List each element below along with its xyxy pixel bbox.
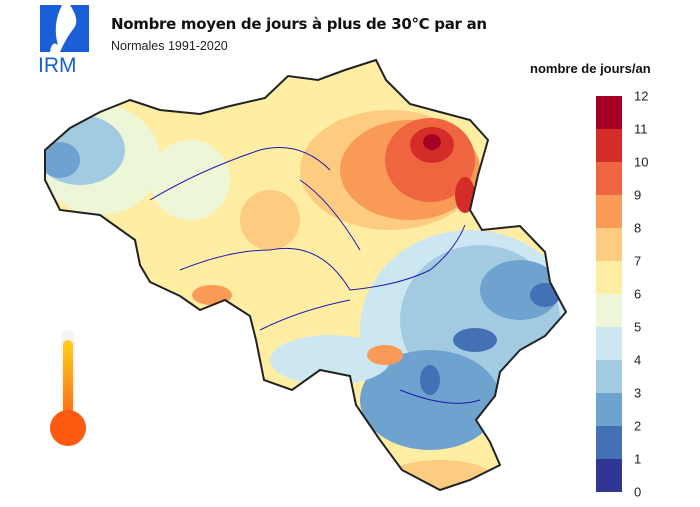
legend-tick-label: 5 [634, 319, 642, 335]
thermometer-icon [50, 330, 86, 446]
legend-tick-label: 4 [634, 352, 642, 368]
legend-band [596, 261, 622, 294]
legend-tick-label: 8 [634, 220, 642, 236]
legend-tick-label: 9 [634, 187, 642, 203]
legend-band [596, 129, 622, 162]
legend-band [596, 162, 622, 195]
irm-logo: IRM [38, 5, 89, 77]
legend-tick-label: 10 [634, 154, 649, 170]
legend-tick-label: 6 [634, 286, 642, 302]
map-subtitle: Normales 1991-2020 [111, 39, 228, 53]
legend-tick-label: 3 [634, 385, 642, 401]
legend-band [596, 393, 622, 426]
legend-tick-label: 12 [634, 88, 649, 104]
legend-tick-label: 2 [634, 418, 642, 434]
legend-band [596, 459, 622, 492]
legend-tick-label: 1 [634, 451, 642, 467]
legend-band [596, 195, 622, 228]
legend-band [596, 327, 622, 360]
legend-band [596, 360, 622, 393]
legend-band [596, 294, 622, 327]
svg-text:IRM: IRM [38, 54, 77, 77]
map-title: Nombre moyen de jours à plus de 30°C par… [111, 15, 487, 33]
legend-title: nombre de jours/an [530, 61, 651, 76]
belgium-border [44, 59, 567, 491]
legend-tick-label: 0 [634, 484, 642, 500]
legend-band [596, 426, 622, 459]
rivers [149, 147, 481, 404]
legend-band [596, 96, 622, 129]
legend-tick-label: 7 [634, 253, 642, 269]
legend-band [596, 228, 622, 261]
legend-tick-label: 11 [634, 121, 648, 137]
